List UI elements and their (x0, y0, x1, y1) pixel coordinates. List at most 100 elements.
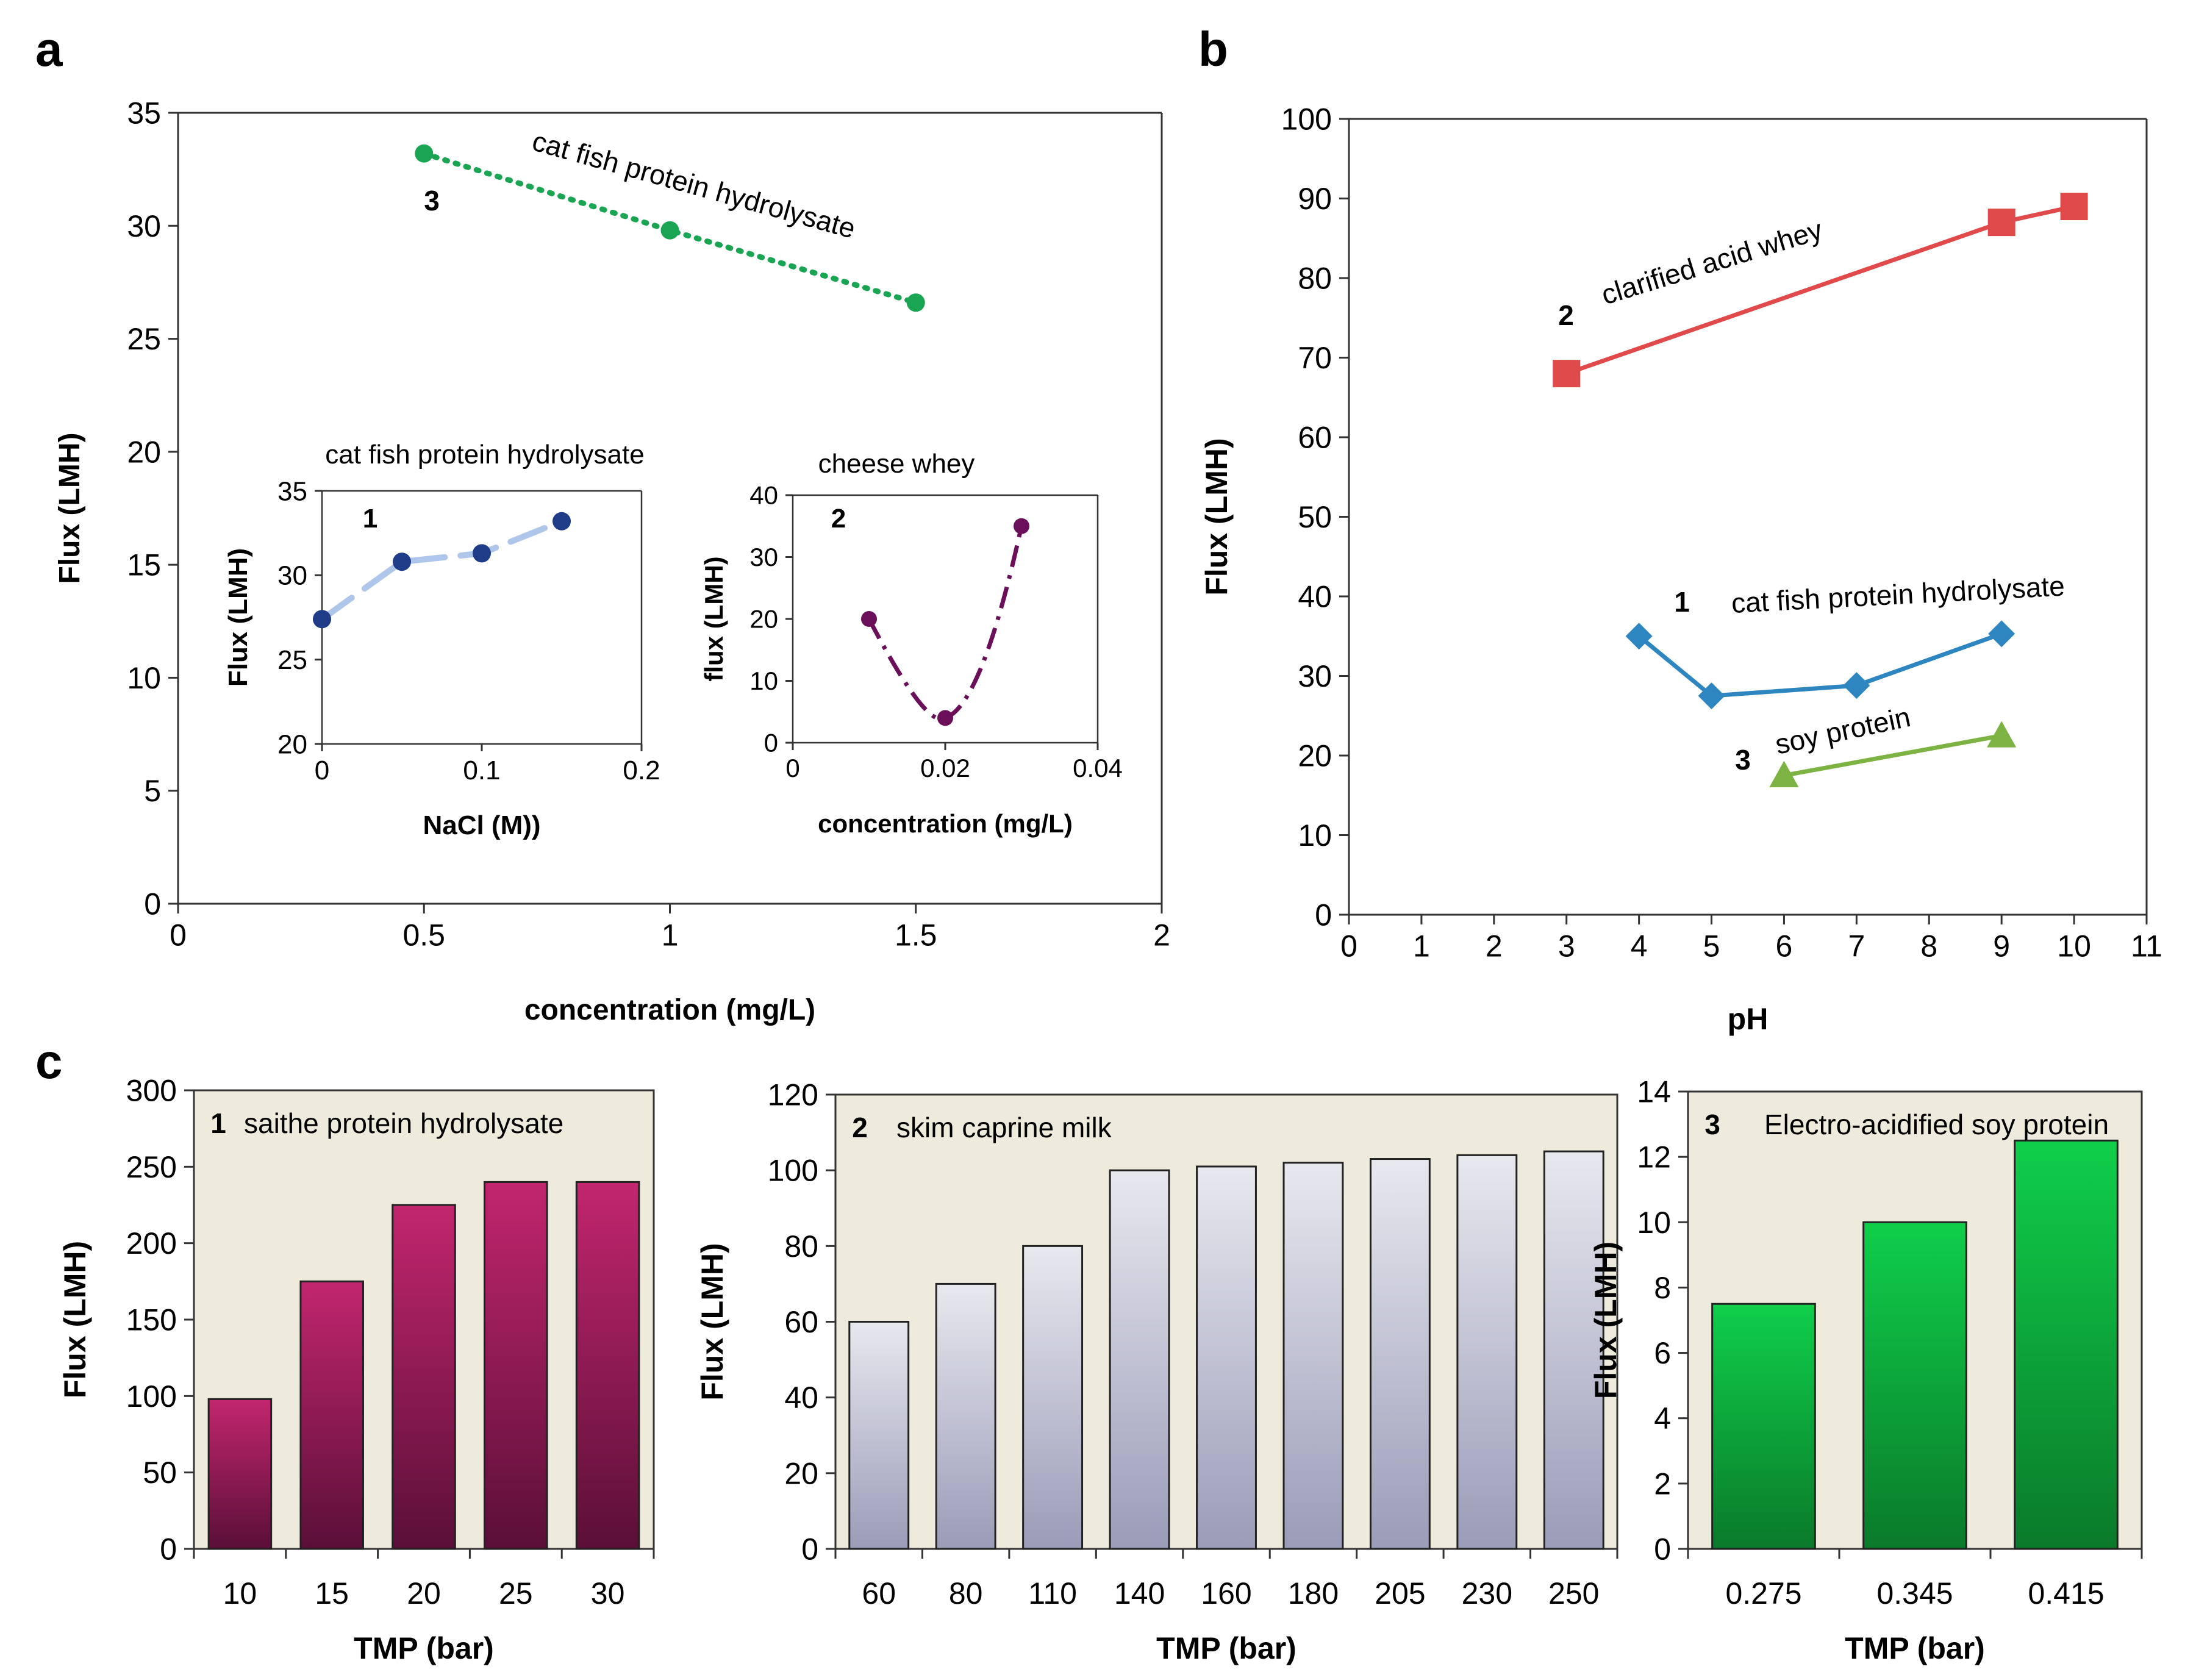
y-tick-label: 14 (1637, 1075, 1671, 1109)
y-tick-label: 30 (277, 561, 307, 591)
y-tick-label: 120 (768, 1078, 818, 1112)
y-tick-label: 70 (1298, 341, 1332, 375)
y-tick-label: 10 (1637, 1206, 1671, 1240)
data-point (415, 144, 434, 163)
x-tick-label: 180 (1288, 1576, 1339, 1610)
x-tick-label: 0.1 (463, 756, 500, 785)
series-line-soy (1781, 733, 2004, 778)
data-point (553, 512, 571, 531)
x-tick-label: 230 (1462, 1576, 1512, 1610)
y-tick-label: 5 (144, 774, 161, 808)
y-tick-label: 300 (126, 1074, 177, 1108)
bar (1456, 1154, 1518, 1550)
y-tick-label: 0 (144, 887, 161, 921)
x-axis-label: TMP (bar) (1156, 1631, 1296, 1665)
y-tick-label: 0 (1315, 898, 1332, 932)
y-tick-label: 250 (126, 1150, 177, 1184)
y-tick-label: 4 (1654, 1401, 1671, 1435)
y-tick-label: 12 (1637, 1140, 1671, 1174)
inset-number: 1 (363, 504, 377, 534)
bar (1109, 1169, 1170, 1550)
data-point (2060, 193, 2088, 221)
x-axis-label: concentration (mg/L) (524, 994, 815, 1026)
x-tick-label: 3 (1558, 929, 1575, 963)
y-tick-label: 40 (784, 1381, 818, 1415)
data-point (1553, 360, 1581, 388)
y-tick-label: 10 (749, 667, 778, 695)
x-tick-label: 0 (170, 918, 187, 953)
x-tick-label: 0.04 (1073, 754, 1123, 782)
bar (1711, 1303, 1816, 1550)
y-axis-label: Flux (LMH) (223, 548, 253, 687)
x-tick-label: 20 (407, 1576, 441, 1610)
y-axis-label: Flux (LMH) (54, 433, 86, 584)
series-number: 1 (1674, 586, 1690, 618)
x-tick-label: 4 (1631, 929, 1648, 963)
data-point (660, 221, 679, 240)
y-tick-label: 100 (768, 1154, 818, 1188)
x-tick-label: 205 (1375, 1576, 1425, 1610)
x-tick-label: 0.415 (2028, 1576, 2104, 1610)
x-tick-label: 0 (315, 756, 329, 785)
x-tick-label: 7 (1848, 929, 1865, 963)
y-tick-label: 35 (127, 96, 161, 130)
y-tick-label: 20 (127, 435, 161, 469)
y-tick-label: 50 (143, 1456, 177, 1490)
x-tick-label: 25 (499, 1576, 533, 1610)
series-line-catfish (1637, 631, 2004, 698)
y-tick-label: 40 (749, 481, 778, 510)
chart-number: 2 (852, 1112, 868, 1143)
bar (1022, 1245, 1084, 1550)
x-tick-label: 2 (1486, 929, 1503, 963)
x-tick-label: 15 (315, 1576, 349, 1610)
x-tick-label: 0.5 (402, 918, 445, 953)
y-tick-label: 10 (1298, 818, 1332, 853)
inset-title: cheese whey (818, 449, 975, 479)
y-tick-label: 80 (1298, 262, 1332, 296)
y-tick-label: 0 (160, 1532, 177, 1567)
y-tick-label: 40 (1298, 580, 1332, 614)
y-tick-label: 0 (1654, 1532, 1671, 1567)
x-tick-label: 8 (1920, 929, 1937, 963)
y-tick-label: 60 (784, 1305, 818, 1339)
y-axis-label: Flux (LMH) (1200, 438, 1234, 595)
data-point (937, 710, 953, 726)
bar (299, 1280, 364, 1550)
y-tick-label: 0 (801, 1532, 818, 1567)
x-tick-label: 10 (2057, 929, 2091, 963)
x-tick-label: 80 (949, 1576, 983, 1610)
data-point (861, 611, 877, 627)
inset-number: 2 (831, 504, 846, 534)
x-tick-label: 9 (1993, 929, 2010, 963)
data-point (473, 544, 491, 563)
y-axis-label: flux (LMH) (699, 556, 728, 681)
x-tick-label: 0.02 (920, 754, 970, 782)
chart-b-ph: 0 10 20 30 40 50 60 70 80 90 100 0 1 2 3 4 5 6 7 8 9 10 11 pH Fl… (1200, 102, 2162, 1037)
y-tick-label: 100 (126, 1379, 177, 1414)
y-tick-label: 20 (784, 1456, 818, 1490)
y-tick-label: 25 (277, 645, 307, 675)
y-tick-label: 15 (127, 548, 161, 582)
chart-number: 3 (1704, 1109, 1720, 1140)
y-tick-label: 100 (1281, 102, 1332, 137)
x-tick-label: 0 (785, 754, 799, 782)
x-tick-label: 0 (1340, 929, 1357, 963)
bar (935, 1282, 996, 1550)
panel-letter-c: c (35, 1034, 63, 1088)
data-point (1988, 620, 2015, 648)
inset-title: cat fish protein hydrolysate (325, 440, 644, 470)
panel-letter-b: b (1198, 22, 1228, 76)
x-tick-label: 250 (1548, 1576, 1599, 1610)
data-point (1625, 623, 1653, 650)
bar (1369, 1158, 1431, 1550)
y-tick-label: 6 (1654, 1336, 1671, 1370)
y-tick-label: 8 (1654, 1271, 1671, 1305)
data-point (1987, 721, 2017, 748)
data-point (906, 293, 925, 312)
chart-c2-caprine: 0 20 40 60 80 100 120 60 80 110 140 160 180 205 230 250… (695, 1078, 1618, 1665)
bar (1543, 1150, 1604, 1550)
x-tick-label: 60 (862, 1576, 896, 1610)
y-axis-label: Flux (LMH) (1589, 1242, 1623, 1399)
data-point (1769, 760, 1799, 787)
